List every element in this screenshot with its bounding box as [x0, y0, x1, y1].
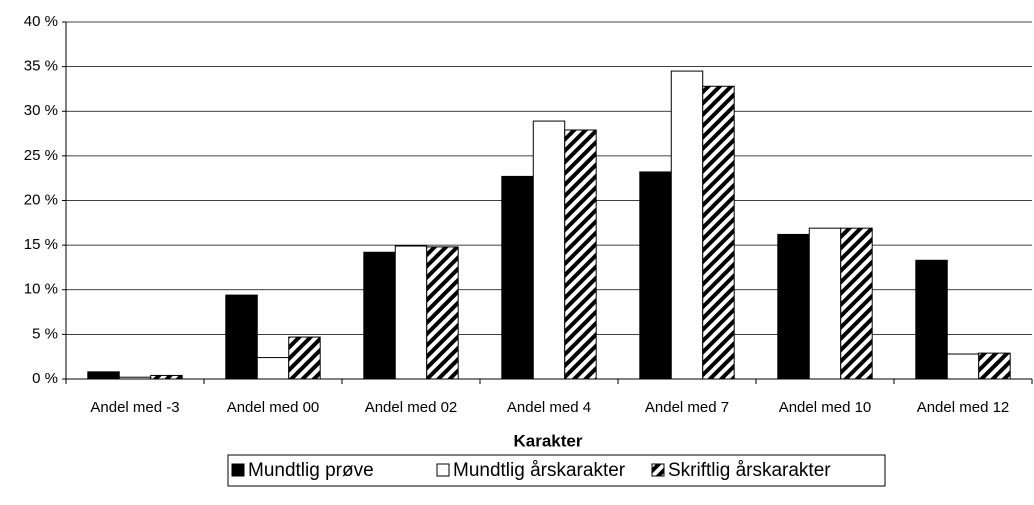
bar — [118, 376, 152, 380]
bar — [501, 175, 534, 380]
bar — [840, 227, 873, 380]
legend-marker — [651, 463, 665, 477]
x-tick-label: Andel med 00 — [227, 399, 320, 416]
legend-label: Skriftlig årskarakter — [668, 460, 831, 481]
legend-marker — [436, 463, 450, 477]
bar — [670, 70, 704, 380]
y-tick-label: 40 % — [24, 13, 58, 30]
legend-label: Mundtlig prøve — [248, 460, 374, 481]
bar — [702, 85, 735, 380]
legend-marker — [231, 463, 245, 477]
bar — [978, 352, 1011, 380]
y-tick-label: 10 % — [24, 281, 58, 298]
y-tick-label: 25 % — [24, 147, 58, 164]
y-tick-label: 0 % — [32, 370, 58, 387]
legend-label: Mundtlig årskarakter — [453, 460, 626, 481]
bar — [87, 371, 120, 380]
bar — [256, 357, 290, 380]
y-tick-label: 5 % — [32, 325, 58, 342]
bar — [363, 251, 396, 380]
bar — [532, 120, 566, 380]
bar — [394, 245, 428, 380]
bar — [946, 353, 980, 380]
legend-box — [227, 454, 886, 487]
y-tick-label: 35 % — [24, 58, 58, 75]
bar — [808, 227, 842, 380]
bar — [564, 129, 597, 380]
x-tick-label: Andel med 10 — [779, 399, 872, 416]
bar — [777, 233, 810, 380]
bar — [225, 294, 258, 380]
x-tick-label: Andel med 7 — [645, 399, 729, 416]
y-tick-label: 15 % — [24, 236, 58, 253]
y-tick-label: 30 % — [24, 102, 58, 119]
bar — [639, 171, 672, 380]
x-tick-label: Andel med 4 — [507, 399, 591, 416]
bar — [150, 374, 183, 380]
x-tick-label: Andel med 12 — [917, 399, 1010, 416]
x-tick-label: Andel med 02 — [365, 399, 458, 416]
bar — [915, 259, 948, 380]
bar — [288, 336, 321, 380]
y-tick-label: 20 % — [24, 191, 58, 208]
x-tick-label: Andel med -3 — [90, 399, 179, 416]
bar — [426, 246, 459, 380]
x-axis-label: Karakter — [514, 431, 583, 450]
